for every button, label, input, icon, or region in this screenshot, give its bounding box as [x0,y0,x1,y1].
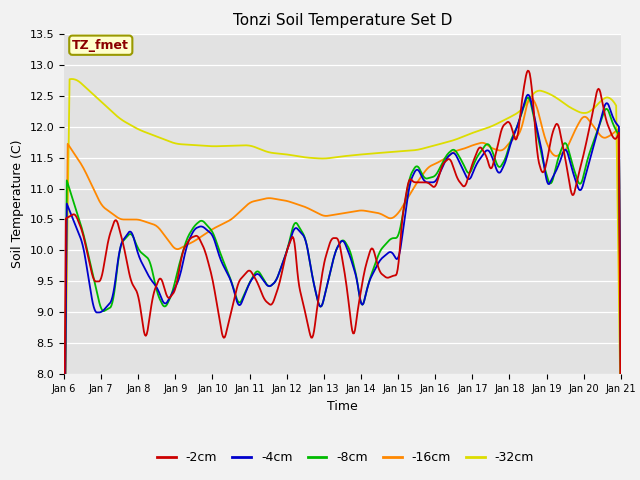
Text: TZ_fmet: TZ_fmet [72,39,129,52]
Y-axis label: Soil Temperature (C): Soil Temperature (C) [11,140,24,268]
Title: Tonzi Soil Temperature Set D: Tonzi Soil Temperature Set D [233,13,452,28]
X-axis label: Time: Time [327,400,358,413]
Legend: -2cm, -4cm, -8cm, -16cm, -32cm: -2cm, -4cm, -8cm, -16cm, -32cm [152,446,539,469]
